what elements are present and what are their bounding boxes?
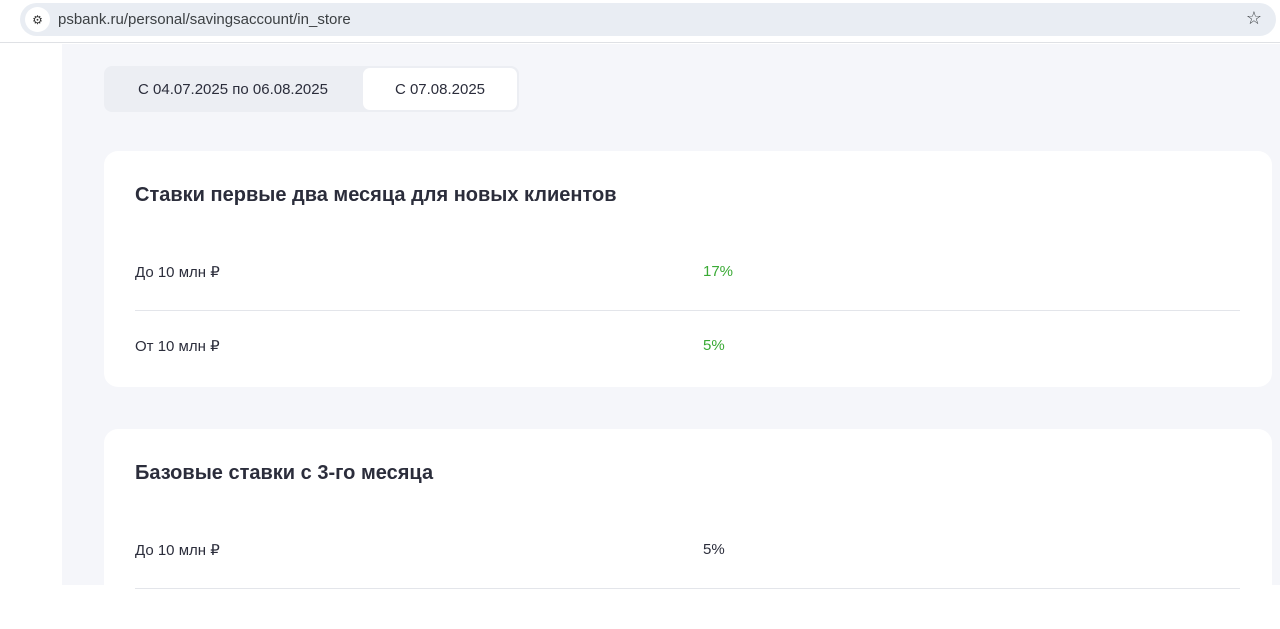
- address-bar[interactable]: ⚙ psbank.ru/personal/savingsaccount/in_s…: [20, 3, 1276, 36]
- browser-toolbar: ⚙ psbank.ru/personal/savingsaccount/in_s…: [0, 0, 1280, 43]
- tab-period-new[interactable]: С 07.08.2025: [363, 68, 517, 110]
- rate-label: До 10 млн ₽: [135, 264, 220, 281]
- section-title: Базовые ставки с 3-го месяца: [135, 462, 434, 484]
- card-base-rates: Базовые ставки с 3-го месяца До 10 млн ₽…: [104, 429, 1272, 629]
- tab-period-old[interactable]: С 04.07.2025 по 06.08.2025: [138, 80, 328, 98]
- site-settings-icon[interactable]: ⚙: [25, 7, 50, 32]
- rate-row: До 10 млн ₽ 5%: [135, 515, 1240, 589]
- section-title: Ставки первые два месяца для новых клиен…: [135, 184, 617, 206]
- rate-value: 5%: [703, 541, 725, 558]
- page-content: С 04.07.2025 по 06.08.2025 С 07.08.2025 …: [62, 44, 1280, 629]
- rate-value: 17%: [703, 263, 734, 280]
- rate-value: 5%: [703, 337, 725, 354]
- period-tabs: С 04.07.2025 по 06.08.2025 С 07.08.2025: [104, 66, 519, 112]
- bookmark-star-icon[interactable]: ☆: [1245, 8, 1262, 28]
- rate-label: До 10 млн ₽: [135, 542, 220, 559]
- url-text[interactable]: psbank.ru/personal/savingsaccount/in_sto…: [58, 11, 351, 28]
- rate-row: От 10 млн ₽ 5%: [135, 311, 1240, 385]
- rate-label: От 10 млн ₽: [135, 338, 220, 355]
- rate-row: До 10 млн ₽ 17%: [135, 237, 1240, 311]
- card-new-clients-rates: Ставки первые два месяца для новых клиен…: [104, 151, 1272, 387]
